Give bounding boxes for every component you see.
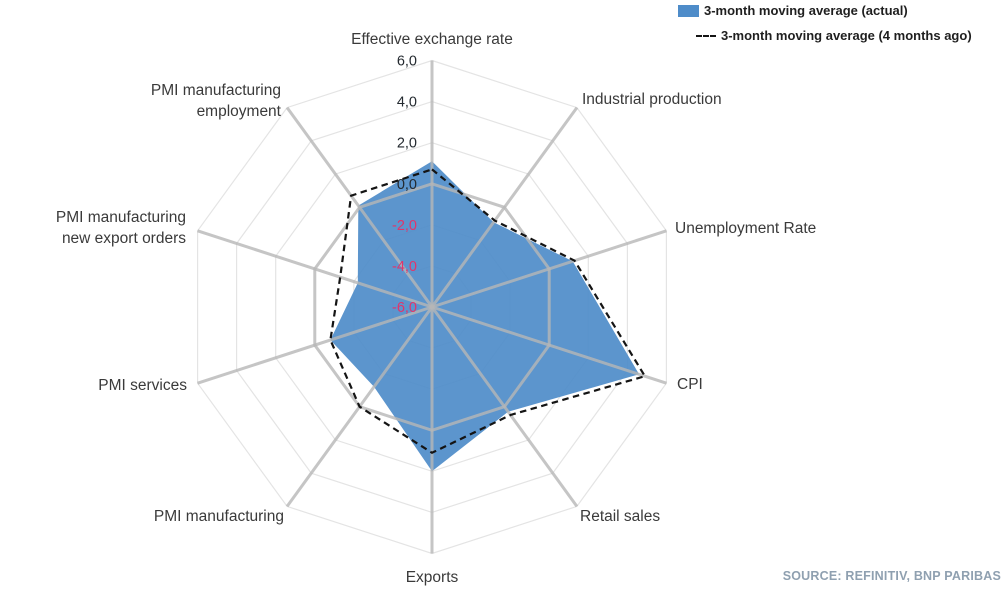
legend-filled-swatch-icon <box>678 5 699 17</box>
tick-label: -2,0 <box>392 218 417 234</box>
tick-label: -4,0 <box>392 259 417 275</box>
legend-item-actual: 3-month moving average (actual) <box>678 2 972 20</box>
axis-label: employment <box>197 103 282 120</box>
legend: 3-month moving average (actual) 3-month … <box>678 2 972 45</box>
axis-label: Industrial production <box>582 91 722 108</box>
legend-dashed-line-icon <box>696 35 716 37</box>
axis-label: Exports <box>406 569 459 586</box>
axis-label: Retail sales <box>580 508 660 525</box>
tick-label: 0,0 <box>397 177 417 193</box>
axis-label: PMI manufacturing <box>151 82 281 99</box>
tick-label: 6,0 <box>397 54 417 70</box>
series-previous-polygon <box>329 168 647 455</box>
axis-label: PMI manufacturing <box>56 209 186 226</box>
axis-label: PMI manufacturing <box>154 508 284 525</box>
source-note: SOURCE: REFINITIV, BNP PARIBAS <box>782 569 1001 583</box>
axis-label: PMI services <box>98 377 187 394</box>
tick-label: -6,0 <box>392 300 417 316</box>
axis-label: Effective exchange rate <box>351 31 513 48</box>
series-actual-polygon <box>330 161 640 472</box>
axis-label: Unemployment Rate <box>675 220 816 237</box>
tick-label: 4,0 <box>397 95 417 111</box>
legend-label-actual: 3-month moving average (actual) <box>704 3 908 18</box>
legend-label-previous: 3-month moving average (4 months ago) <box>721 28 972 43</box>
zero-ring <box>313 182 551 432</box>
tick-label: 2,0 <box>397 136 417 152</box>
legend-item-previous: 3-month moving average (4 months ago) <box>696 27 972 45</box>
axis-label: new export orders <box>62 230 186 247</box>
axis-label: CPI <box>677 376 703 393</box>
